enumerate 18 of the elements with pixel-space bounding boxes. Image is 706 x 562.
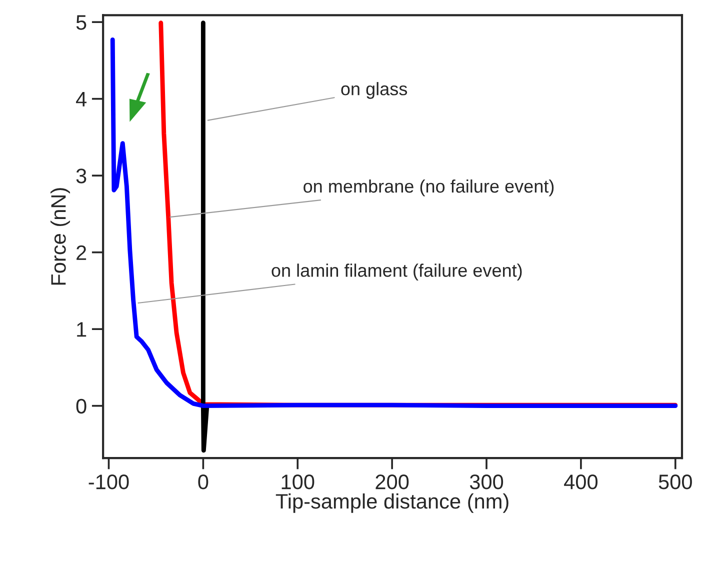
- y-tick-label: 2: [76, 245, 86, 260]
- annotation: on glass: [341, 82, 408, 99]
- y-tick-label: 3: [76, 168, 86, 184]
- y-axis-title: Force (nN): [50, 188, 70, 285]
- annotation: on lamin filament (failure event): [272, 264, 522, 280]
- x-tick-label: 500: [658, 474, 692, 490]
- y-tick-label: 5: [76, 15, 86, 30]
- y-tick-label: 4: [76, 92, 86, 106]
- y-tick-label: 0: [76, 398, 86, 414]
- x-axis-title: Tip-sample distance (nm): [276, 493, 508, 513]
- x-tick-label: 0: [198, 474, 208, 490]
- annotation: on membrane (no failure event): [304, 179, 554, 196]
- x-tick-label: 100: [282, 474, 314, 490]
- x-tick-label: 400: [564, 474, 598, 490]
- x-tick-label: 300: [470, 474, 504, 490]
- x-tick-label: -100: [88, 474, 129, 490]
- x-tick-label: 200: [376, 474, 409, 490]
- y-tick-label: 1: [77, 322, 86, 337]
